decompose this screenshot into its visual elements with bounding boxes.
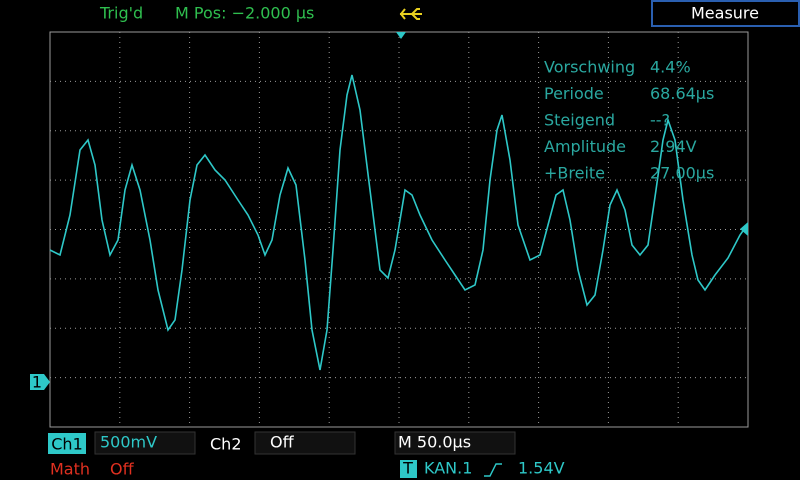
usb-icon <box>399 8 422 20</box>
channel-marker <box>30 374 50 390</box>
math-label[interactable]: Math <box>50 460 90 479</box>
trigger-level: 1.54V <box>518 459 565 478</box>
menu-box[interactable] <box>651 0 800 27</box>
ch1-badge[interactable] <box>48 433 86 454</box>
measurement-value: 2.94V <box>650 137 697 156</box>
trigger-slope-icon <box>484 463 502 477</box>
horizontal-position: M Pos: −2.000 µs <box>175 4 314 23</box>
measurement-label: Vorschwing <box>544 58 635 77</box>
ch1-scale: 500mV <box>100 433 157 452</box>
measurement-label: Steigend <box>544 111 615 130</box>
measurement-label: Periode <box>544 84 604 103</box>
ch1-label[interactable]: Ch1 <box>51 435 83 454</box>
ch2-label[interactable]: Ch2 <box>210 435 242 454</box>
trigger-badge <box>400 460 417 478</box>
measurement-value: 4.4% <box>650 58 691 77</box>
ch1-scale-box <box>94 431 196 455</box>
graticule <box>50 32 748 427</box>
measurement-value: 68.64µs <box>650 84 714 103</box>
trigger-position-marker <box>396 32 406 39</box>
channel-marker-label: 1 <box>32 373 42 392</box>
measurement-label: Amplitude <box>544 137 626 156</box>
ch2-scale-box <box>254 431 356 455</box>
ch2-scale: Off <box>270 433 295 452</box>
timebase: M 50.0µs <box>398 433 471 452</box>
waveform <box>49 74 746 371</box>
measurements: Vorschwing 4.4% Periode 68.64µs Steigend --? A… <box>544 58 714 183</box>
measurement-label: +Breite <box>544 164 605 183</box>
measurement-value: 27.00µs <box>650 164 714 183</box>
trigger-badge-label: T <box>402 459 413 478</box>
trigger-status: Trig'd <box>99 4 143 23</box>
timebase-box <box>394 431 516 455</box>
trigger-source: KAN.1 <box>424 459 472 478</box>
menu-title[interactable]: Measure <box>691 4 759 23</box>
math-state: Off <box>110 460 135 479</box>
measurement-value: --? <box>650 111 670 130</box>
